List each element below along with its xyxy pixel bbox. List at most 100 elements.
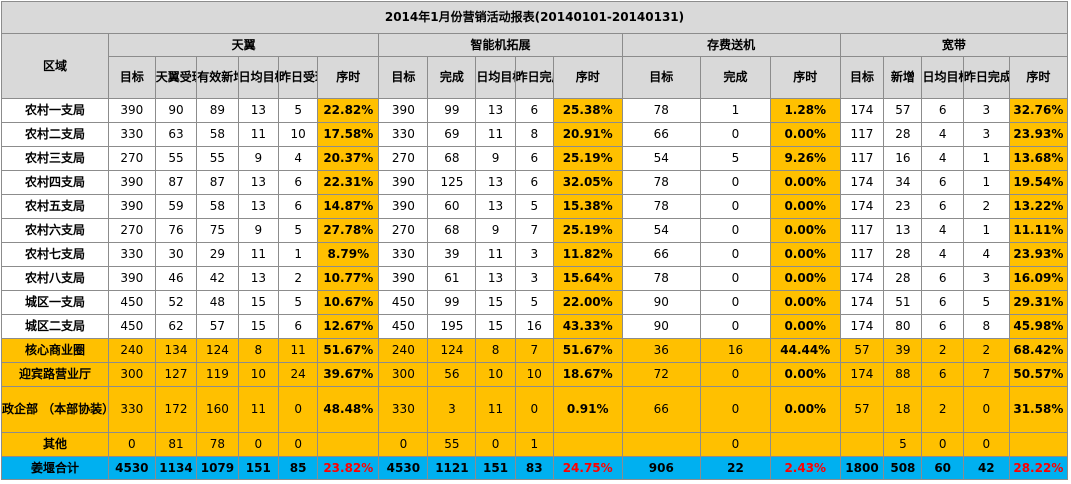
percent-cell: 0.00% bbox=[769, 170, 841, 195]
percent-cell: 45.98% bbox=[1008, 314, 1069, 339]
table-cell: 270 bbox=[107, 218, 156, 243]
table-cell: 6 bbox=[277, 314, 319, 339]
table-cell: 11 bbox=[475, 386, 516, 433]
percent-cell: 0.00% bbox=[769, 218, 841, 243]
percent-cell: 16.09% bbox=[1008, 266, 1069, 291]
table-cell: 62 bbox=[154, 314, 198, 339]
percent-cell: 0.00% bbox=[769, 362, 841, 387]
table-cell: 151 bbox=[475, 456, 516, 480]
table-cell: 6 bbox=[921, 170, 964, 195]
table-cell: 450 bbox=[378, 290, 429, 315]
table-cell: 46 bbox=[154, 266, 198, 291]
table-cell: 9 bbox=[237, 146, 280, 171]
table-cell: 151 bbox=[237, 456, 280, 480]
col-header: 完成 bbox=[427, 56, 477, 99]
table-cell: 390 bbox=[378, 266, 429, 291]
table-cell: 906 bbox=[621, 456, 702, 480]
table-row: 政企部 （本部协装） 330 172 160 11 0 48.48% 330 3 11 0 0.91%… bbox=[1, 386, 1069, 433]
col-header: 完成 bbox=[700, 56, 771, 99]
percent-cell: 18.67% bbox=[552, 362, 623, 387]
percent-cell: 0.00% bbox=[769, 290, 841, 315]
percent-cell: 68.42% bbox=[1008, 338, 1069, 363]
percent-cell: 51.67% bbox=[552, 338, 623, 363]
table-cell: 124 bbox=[196, 338, 239, 363]
table-cell: 0 bbox=[700, 194, 771, 219]
table-cell: 0 bbox=[700, 218, 771, 243]
percent-cell bbox=[552, 432, 623, 457]
table-cell: 174 bbox=[839, 362, 885, 387]
percent-cell: 17.58% bbox=[317, 122, 380, 147]
region-name: 农村一支局 bbox=[1, 98, 109, 123]
table-cell: 0 bbox=[962, 432, 1010, 457]
table-cell: 78 bbox=[621, 98, 702, 123]
table-cell: 6 bbox=[514, 146, 554, 171]
percent-cell: 50.57% bbox=[1008, 362, 1069, 387]
table-cell: 0 bbox=[277, 432, 319, 457]
table-cell: 10 bbox=[237, 362, 280, 387]
table-cell: 390 bbox=[378, 170, 429, 195]
table-cell: 13 bbox=[237, 266, 280, 291]
table-cell: 0 bbox=[107, 432, 156, 457]
table-cell: 58 bbox=[196, 122, 239, 147]
table-row: 城区二支局 450 62 57 15 6 12.67% 450 195 15 16 43.33% 90 0… bbox=[1, 314, 1069, 339]
table-cell: 55 bbox=[427, 432, 477, 457]
table-cell: 6 bbox=[921, 362, 964, 387]
region-name: 城区二支局 bbox=[1, 314, 109, 339]
percent-cell: 32.05% bbox=[552, 170, 623, 195]
table-cell: 2 bbox=[921, 386, 964, 433]
table-cell: 99 bbox=[427, 98, 477, 123]
table-cell: 88 bbox=[883, 362, 923, 387]
percent-cell: 12.67% bbox=[317, 314, 380, 339]
percent-cell: 9.26% bbox=[769, 146, 841, 171]
table-cell: 7 bbox=[514, 338, 554, 363]
table-cell: 117 bbox=[839, 242, 885, 267]
table-cell: 54 bbox=[621, 146, 702, 171]
table-cell: 11 bbox=[237, 122, 280, 147]
percent-cell: 2.43% bbox=[769, 456, 841, 480]
table-cell: 6 bbox=[277, 170, 319, 195]
percent-cell: 23.82% bbox=[317, 456, 380, 480]
table-cell: 61 bbox=[427, 266, 477, 291]
table-row: 农村五支局 390 59 58 13 6 14.87% 390 60 13 5 15.38% 78 0 0.… bbox=[1, 194, 1069, 219]
table-cell: 83 bbox=[514, 456, 554, 480]
table-cell: 6 bbox=[514, 98, 554, 123]
table-cell: 4 bbox=[962, 242, 1010, 267]
col-header: 序时 bbox=[769, 56, 841, 99]
percent-cell bbox=[317, 432, 380, 457]
table-row: 农村八支局 390 46 42 13 2 10.77% 390 61 13 3 15.64% 78 0 0.… bbox=[1, 266, 1069, 291]
region-name: 姜堰合计 bbox=[1, 456, 109, 480]
percent-cell: 0.00% bbox=[769, 242, 841, 267]
table-cell: 300 bbox=[378, 362, 429, 387]
group-header-broadband: 宽带 bbox=[839, 33, 1069, 57]
table-cell: 59 bbox=[154, 194, 198, 219]
col-header: 序时 bbox=[317, 56, 380, 99]
table-cell: 66 bbox=[621, 386, 702, 433]
table-cell: 117 bbox=[839, 146, 885, 171]
table-cell: 270 bbox=[107, 146, 156, 171]
table-cell: 390 bbox=[107, 98, 156, 123]
table-cell: 13 bbox=[237, 98, 280, 123]
table-cell: 15 bbox=[237, 290, 280, 315]
table-cell: 89 bbox=[196, 98, 239, 123]
table-cell: 300 bbox=[107, 362, 156, 387]
table-cell: 55 bbox=[154, 146, 198, 171]
table-cell: 15 bbox=[237, 314, 280, 339]
table-cell: 76 bbox=[154, 218, 198, 243]
table-cell: 78 bbox=[196, 432, 239, 457]
region-name: 核心商业圈 bbox=[1, 338, 109, 363]
region-header: 区域 bbox=[1, 33, 109, 99]
table-cell: 90 bbox=[621, 290, 702, 315]
table-row: 农村七支局 330 30 29 11 1 8.79% 330 39 11 3 11.82% 66 0 0.0… bbox=[1, 242, 1069, 267]
table-cell: 81 bbox=[154, 432, 198, 457]
table-cell: 0 bbox=[237, 432, 280, 457]
table-cell: 60 bbox=[921, 456, 964, 480]
table-cell: 6 bbox=[921, 266, 964, 291]
table-cell: 15 bbox=[475, 290, 516, 315]
col-header: 日均目标 bbox=[237, 56, 280, 99]
table-cell: 9 bbox=[475, 218, 516, 243]
table-cell: 0 bbox=[700, 266, 771, 291]
region-name: 农村七支局 bbox=[1, 242, 109, 267]
table-cell: 58 bbox=[196, 194, 239, 219]
percent-cell: 39.67% bbox=[317, 362, 380, 387]
table-row: 核心商业圈 240 134 124 8 11 51.67% 240 124 8 7 51.67% 36 1… bbox=[1, 338, 1069, 363]
